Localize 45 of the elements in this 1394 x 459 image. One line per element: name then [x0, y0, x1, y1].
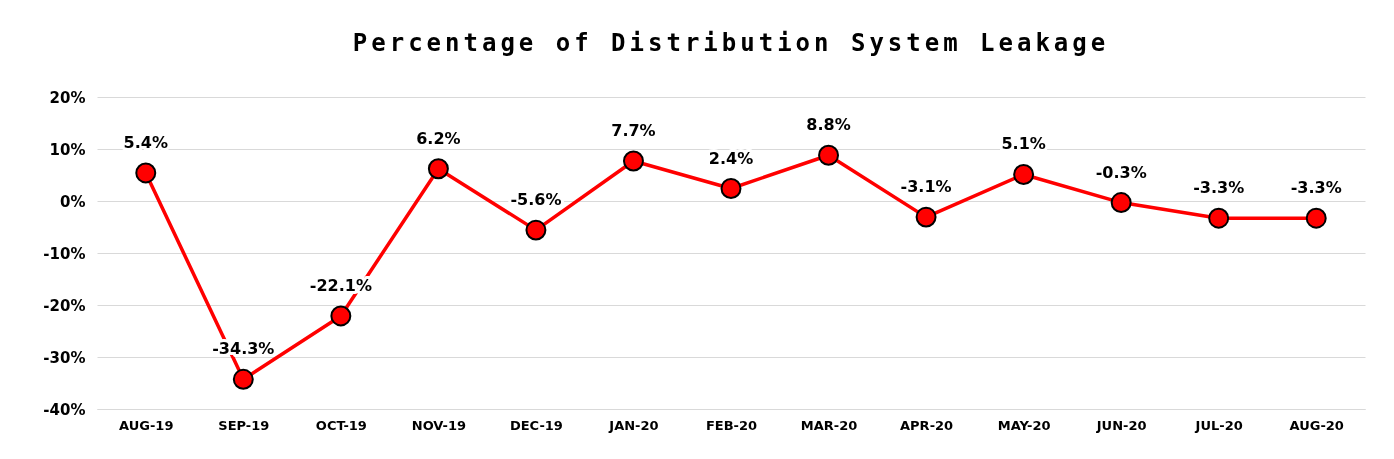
data-label: 6.2%: [416, 128, 461, 148]
x-tick-label: SEP-19: [218, 417, 270, 433]
point: [1110, 192, 1132, 214]
y-tick-label: 20%: [49, 88, 86, 107]
point: [1208, 207, 1230, 229]
x-tick-label: FEB-20: [705, 417, 758, 433]
x-tick-label: MAR-20: [800, 417, 858, 433]
y-tick-label: 0%: [60, 192, 86, 211]
point: [232, 368, 254, 390]
point: [135, 162, 157, 184]
data-label: -3.1%: [900, 177, 952, 197]
x-tick-label: AUG-19: [119, 417, 174, 433]
point: [330, 305, 352, 327]
data-label: 2.4%: [708, 148, 754, 168]
x-tick-label: OCT-19: [315, 417, 367, 433]
data-label: -5.6%: [510, 190, 562, 210]
data-label: 8.8%: [806, 115, 851, 135]
point: [525, 219, 547, 241]
point: [915, 206, 937, 228]
x-tick-label: JUL-20: [1194, 417, 1243, 433]
y-tick-label: -10%: [43, 244, 86, 263]
data-label: -0.3%: [1095, 162, 1147, 182]
x-tick-label: JAN-20: [608, 417, 659, 433]
point: [1305, 207, 1327, 229]
x-tick-label: NOV-19: [411, 417, 466, 433]
y-tick-label: -40%: [43, 400, 86, 419]
x-tick-label: JUN-20: [1095, 417, 1147, 433]
x-tick-label: APR-20: [900, 417, 954, 433]
point: [622, 150, 644, 172]
y-tick-label: 10%: [49, 140, 86, 159]
point: [818, 144, 840, 166]
data-label: -3.3%: [1290, 178, 1342, 198]
y-tick-label: -30%: [43, 348, 86, 367]
point: [1013, 164, 1035, 185]
x-tick-label: MAY-20: [997, 417, 1051, 433]
point: [427, 158, 449, 180]
x-tick-label: AUG-20: [1289, 417, 1344, 433]
data-label: 5.1%: [1001, 134, 1046, 154]
point: [720, 178, 742, 199]
y-tick-label: -20%: [43, 296, 86, 315]
data-label: 7.7%: [611, 120, 656, 140]
chart-title: Percentage of Distribution System Leakage: [352, 29, 1110, 57]
data-label: 5.4%: [123, 132, 168, 152]
x-tick-label: DEC-19: [509, 417, 563, 433]
data-label: -3.3%: [1193, 178, 1245, 198]
